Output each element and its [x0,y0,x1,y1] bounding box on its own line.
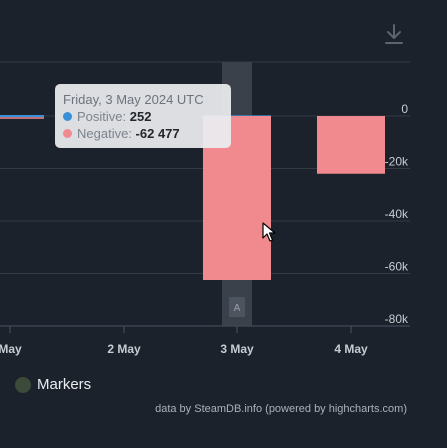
x-tick-label: May [0,342,22,356]
marker-flag[interactable] [229,297,245,317]
y-tick-label: -40k [385,207,409,221]
x-tick-label: 3 May [220,342,254,356]
bar-negative-3[interactable] [317,116,385,174]
negative-dot-icon [63,129,72,138]
tooltip-positive-label: Positive [77,109,123,124]
tooltip-negative-value: -62 477 [135,126,180,141]
bar-positive-2[interactable] [203,115,271,117]
chart-credits[interactable]: data by SteamDB.info (powered by highcha… [155,403,407,415]
download-icon[interactable] [381,22,407,48]
positive-dot-icon [63,112,72,121]
tooltip-date: Friday, 3 May 2024 UTC [63,92,204,107]
chart-legend[interactable]: Markers [15,376,91,393]
tooltip-negative-label: Negative [77,126,129,141]
y-tick-label: -60k [385,260,409,274]
tooltip-negative-row: Negative: -62 477 [63,125,223,142]
tooltip-positive-row: Positive: 252 [63,108,223,125]
x-tick-label: 2 May [107,342,141,356]
chart-tooltip: Friday, 3 May 2024 UTC Positive: 252 Neg… [55,84,231,148]
y-tick-label: 0 [401,102,408,116]
legend-markers-swatch [15,376,31,393]
y-tick-label: -20k [385,155,409,169]
mouse-pointer-icon [262,222,276,247]
y-tick-label: -80k [385,312,409,326]
x-tick-label: 4 May [334,342,368,356]
tooltip-positive-value: 252 [129,109,152,124]
legend-markers-label[interactable]: Markers [37,376,92,393]
marker-flag-label: A [233,303,240,314]
